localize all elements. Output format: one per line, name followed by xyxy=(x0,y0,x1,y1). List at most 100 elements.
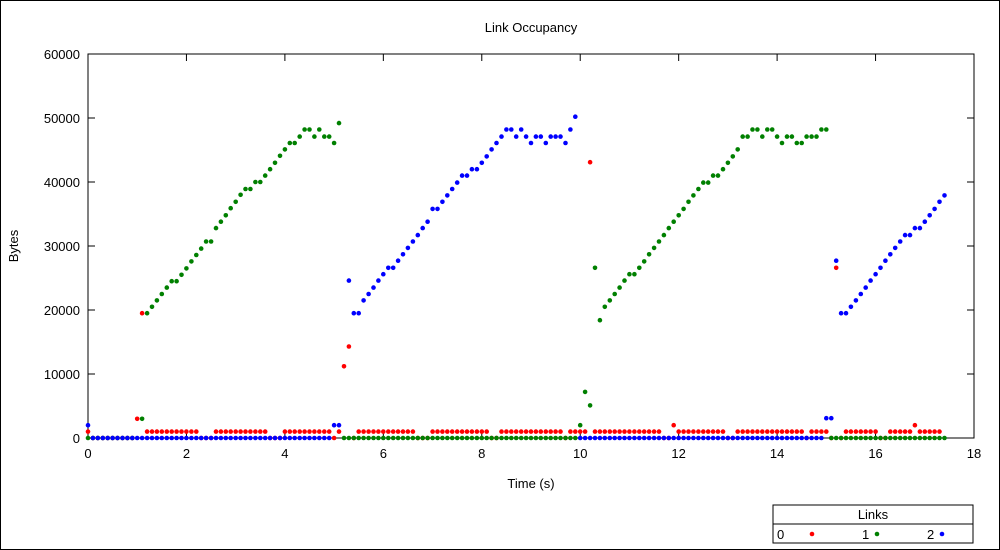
data-point xyxy=(715,173,721,178)
data-point xyxy=(484,429,490,434)
data-point xyxy=(395,435,401,441)
data-point xyxy=(371,435,376,441)
data-point xyxy=(573,435,578,441)
data-point xyxy=(612,291,617,297)
y-axis-label: Bytes xyxy=(6,229,21,262)
data-point xyxy=(553,435,558,441)
data-point xyxy=(277,153,283,159)
data-point xyxy=(218,435,224,441)
data-point xyxy=(390,265,396,271)
data-point xyxy=(538,435,544,441)
data-point xyxy=(932,206,937,212)
data-point xyxy=(425,219,430,224)
data-point xyxy=(371,285,376,290)
data-point xyxy=(130,435,135,441)
data-point xyxy=(336,422,342,428)
y-tick-label: 50000 xyxy=(44,111,80,126)
data-point xyxy=(848,435,854,441)
data-point xyxy=(829,435,834,441)
data-point xyxy=(814,435,819,441)
data-point xyxy=(937,429,942,434)
data-point xyxy=(681,435,686,441)
data-point xyxy=(735,429,740,434)
data-point xyxy=(745,134,750,139)
data-point xyxy=(154,298,160,303)
data-point xyxy=(715,435,721,441)
data-point xyxy=(159,429,165,434)
data-point xyxy=(509,127,514,132)
data-point xyxy=(194,252,199,258)
data-point xyxy=(410,239,416,244)
data-point xyxy=(287,429,293,434)
data-point xyxy=(386,265,391,271)
data-point xyxy=(917,225,923,231)
data-point xyxy=(646,252,652,257)
data-point xyxy=(395,429,401,434)
data-point xyxy=(937,435,942,441)
data-point xyxy=(819,429,824,434)
data-point xyxy=(489,435,494,441)
data-point xyxy=(376,429,381,434)
data-point xyxy=(509,429,514,434)
data-point xyxy=(341,364,347,369)
data-point xyxy=(804,134,809,139)
data-point xyxy=(115,435,120,441)
data-point xyxy=(105,435,110,441)
data-point xyxy=(479,429,485,434)
data-point xyxy=(218,219,224,224)
data-point xyxy=(420,435,426,441)
data-point xyxy=(892,435,898,441)
data-point xyxy=(312,134,317,139)
data-point xyxy=(853,298,859,303)
data-point xyxy=(282,429,288,434)
data-point xyxy=(223,435,229,441)
data-point xyxy=(745,429,750,434)
data-point xyxy=(774,134,780,139)
data-point xyxy=(361,429,366,434)
data-point xyxy=(243,186,248,192)
y-tick-label: 10000 xyxy=(44,367,80,382)
data-point xyxy=(878,265,883,271)
data-point xyxy=(253,179,258,185)
data-point xyxy=(568,429,573,434)
data-point xyxy=(459,173,465,178)
data-point xyxy=(563,140,568,146)
data-point xyxy=(144,429,150,434)
data-point xyxy=(425,435,430,441)
data-point xyxy=(184,435,189,441)
data-point xyxy=(198,435,204,441)
data-point xyxy=(287,140,293,146)
data-point xyxy=(725,160,731,166)
data-point xyxy=(705,180,711,185)
data-point xyxy=(233,435,238,441)
data-point xyxy=(863,429,868,434)
data-point xyxy=(765,429,770,434)
data-point xyxy=(228,435,233,441)
data-point xyxy=(563,435,568,441)
data-point xyxy=(799,140,804,146)
data-point xyxy=(139,310,145,316)
data-point xyxy=(159,291,165,297)
data-point xyxy=(445,429,450,434)
data-point xyxy=(858,435,864,441)
data-point xyxy=(927,213,932,218)
data-point xyxy=(710,173,716,178)
data-point xyxy=(863,435,868,441)
data-point xyxy=(760,134,765,139)
data-point xyxy=(868,435,873,441)
data-point xyxy=(937,199,942,205)
data-point xyxy=(696,186,701,192)
data-point xyxy=(489,147,494,152)
data-point xyxy=(336,120,342,126)
data-point xyxy=(760,429,765,434)
data-point xyxy=(331,140,337,146)
data-point xyxy=(651,435,657,441)
data-point xyxy=(464,173,470,178)
data-point xyxy=(504,429,509,434)
y-axis: 0 10000 20000 30000 40000 50000 60000 xyxy=(44,47,974,446)
data-point xyxy=(587,435,593,441)
data-point xyxy=(499,134,504,139)
data-point xyxy=(858,291,864,297)
y-tick-label: 30000 xyxy=(44,239,80,254)
